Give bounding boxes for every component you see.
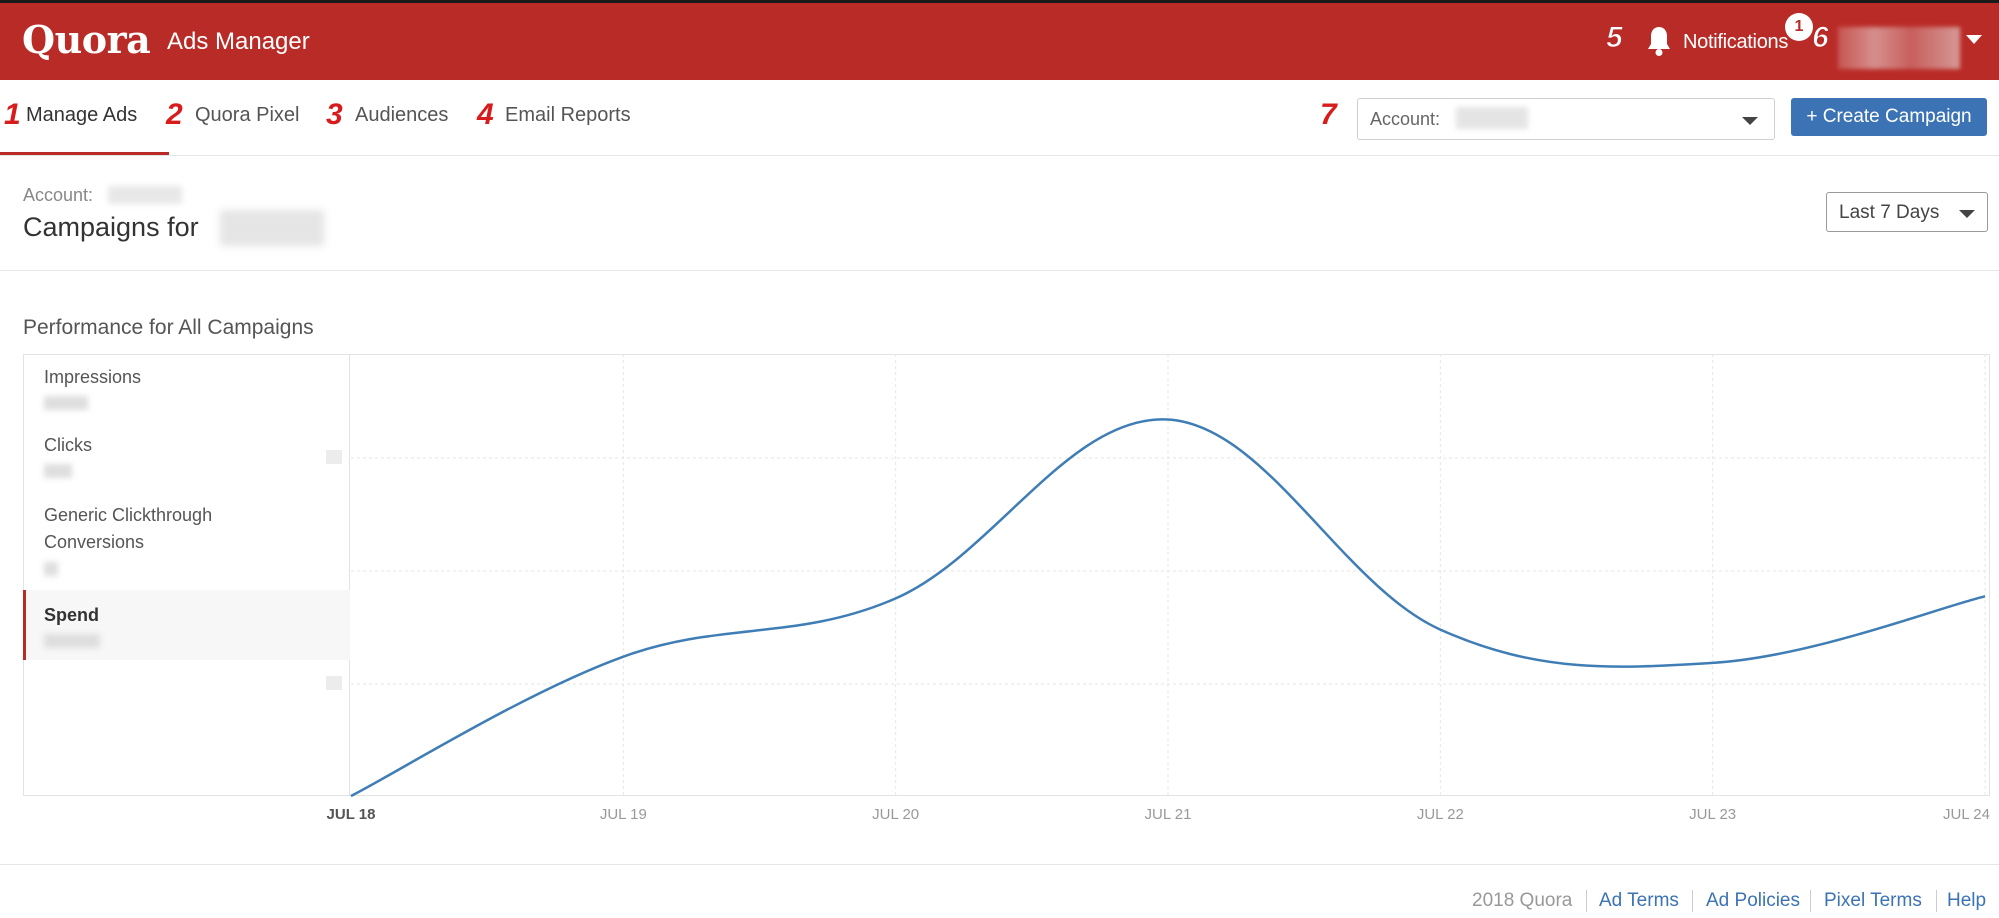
footer-copyright: 2018 Quora (1472, 890, 1573, 911)
x-axis-labels: JUL 18 JUL 19 JUL 20 JUL 21 JUL 22 JUL 23 JUL … (327, 806, 1990, 823)
tab-manage-ads[interactable]: Manage Ads (26, 104, 138, 126)
top-header: Quora Ads Manager 5 Notifications 1 6 (0, 0, 1999, 80)
create-campaign-button[interactable]: + Create Campaign (1791, 98, 1987, 136)
account-name-redacted (1456, 107, 1528, 129)
metric-name: Clicks (44, 435, 92, 455)
app-title[interactable]: Ads Manager (167, 28, 310, 55)
tab-marker: 2 (166, 98, 183, 131)
date-range-select[interactable]: Last 7 Days (1826, 192, 1988, 232)
tab-marker: 1 (4, 98, 21, 131)
metric-value-redacted (44, 634, 100, 648)
x-tick-label: JUL 24 (1943, 806, 1990, 823)
x-tick-label: JUL 22 (1417, 806, 1464, 823)
x-tick-label: JUL 21 (1145, 806, 1192, 823)
bell-icon[interactable] (1645, 25, 1673, 57)
metric-conversions[interactable]: Generic Clickthrough Conversions (23, 490, 350, 590)
user-name-redacted[interactable] (1838, 27, 1960, 69)
metric-value-redacted (44, 562, 58, 576)
footer-separator (1810, 890, 1811, 912)
metric-selector: Impressions Clicks Generic Clickthrough … (23, 354, 350, 796)
page-title: Campaigns for (23, 212, 199, 242)
active-tab-indicator (0, 152, 169, 155)
tab-quora-pixel[interactable]: Quora Pixel (195, 104, 300, 126)
x-tick-label: JUL 18 (327, 806, 376, 823)
marker-user: 6 (1812, 21, 1830, 54)
account-select[interactable]: Account: (1357, 98, 1775, 140)
account-name-redacted (108, 186, 182, 204)
x-tick-label: JUL 23 (1689, 806, 1736, 823)
footer-separator (1692, 890, 1693, 912)
sub-navigation: 1 Manage Ads 2 Quora Pixel 3 Audiences 4… (0, 80, 1999, 156)
metric-value-redacted (44, 464, 72, 478)
y-tick-label-redacted (326, 676, 342, 690)
metric-spend[interactable]: Spend (23, 590, 350, 660)
series-line-spend (350, 418, 1986, 798)
footer-link-help[interactable]: Help (1947, 890, 1987, 911)
tab-email-reports[interactable]: Email Reports (505, 104, 631, 126)
footer-separator (1936, 890, 1937, 912)
footer-link-ad-policies[interactable]: Ad Policies (1706, 890, 1800, 911)
campaign-owner-redacted (220, 210, 324, 246)
marker-notifications: 5 (1606, 21, 1624, 54)
metric-name: Generic Clickthrough Conversions (44, 505, 213, 552)
performance-title: Performance for All Campaigns (23, 316, 314, 339)
x-tick-label: JUL 19 (600, 806, 647, 823)
chevron-down-icon (1742, 117, 1758, 125)
metric-clicks[interactable]: Clicks (23, 422, 350, 490)
footer-link-ad-terms[interactable]: Ad Terms (1599, 890, 1679, 911)
metric-impressions[interactable]: Impressions (23, 354, 350, 422)
account-label: Account: (23, 185, 94, 205)
tab-marker: 3 (326, 98, 343, 131)
tab-marker: 4 (477, 98, 494, 131)
footer-separator (1586, 890, 1587, 912)
y-tick-label-redacted (326, 450, 342, 464)
account-marker: 7 (1320, 98, 1337, 131)
quora-logo[interactable]: Quora (22, 17, 151, 62)
chevron-down-icon (1959, 210, 1975, 218)
metric-name: Spend (44, 605, 100, 625)
metric-value-redacted (44, 396, 88, 410)
account-select-label: Account: (1370, 109, 1441, 129)
footer-divider (0, 864, 1999, 865)
chevron-down-icon[interactable] (1966, 35, 1982, 44)
chart-grid (351, 354, 1986, 796)
chart-frame (23, 354, 1990, 796)
metric-name: Impressions (44, 367, 142, 387)
notifications-count-badge: 1 (1785, 13, 1813, 41)
y-axis-labels-redacted (326, 450, 342, 690)
tab-audiences[interactable]: Audiences (355, 104, 449, 126)
footer-link-pixel-terms[interactable]: Pixel Terms (1824, 890, 1922, 911)
x-tick-label: JUL 20 (872, 806, 919, 823)
section-divider (0, 270, 1999, 271)
date-range-value: Last 7 Days (1839, 202, 1940, 223)
notifications-link[interactable]: Notifications (1683, 31, 1789, 53)
